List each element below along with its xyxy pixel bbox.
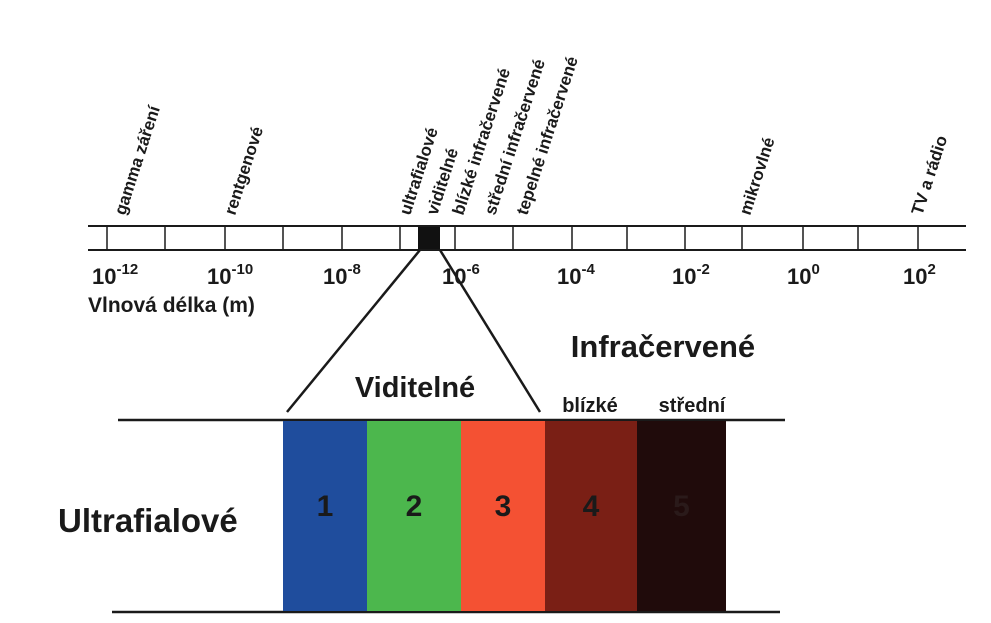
tick-base: 10 — [207, 264, 231, 289]
color-block — [637, 421, 726, 611]
tick-base: 10 — [92, 264, 116, 289]
tick-base: 10 — [672, 264, 696, 289]
tick-base: 10 — [787, 264, 811, 289]
zoom-line — [438, 249, 542, 413]
tick-label: 10-2 — [672, 261, 710, 289]
near-label: blízké — [562, 395, 618, 417]
tick-label: 10-8 — [323, 261, 361, 289]
tick-base: 10 — [557, 264, 581, 289]
band-label: mikrovlné — [736, 135, 779, 217]
color-block — [545, 421, 637, 611]
band-label: gamma záření — [111, 102, 165, 217]
tick-base: 10 — [903, 264, 927, 289]
zoom-line — [286, 249, 421, 413]
color-block — [461, 421, 545, 611]
tick-base: 10 — [442, 264, 466, 289]
tick-label: 10-6 — [442, 261, 480, 289]
visible-label: Viditelné — [355, 372, 475, 404]
band-labels: gamma záření rentgenové ultrafialovévidite… — [111, 54, 951, 217]
mid-label: střední — [659, 395, 727, 417]
tick-label: 102 — [903, 261, 936, 289]
tick-exponent: -8 — [347, 261, 360, 278]
color-blocks: 1 2 3 4 5 — [283, 421, 726, 611]
block-number: 5 — [673, 490, 690, 523]
tick-base: 10 — [323, 264, 347, 289]
tick-exponent: -10 — [231, 261, 253, 278]
ruler-dividers — [106, 226, 919, 250]
tick-label: 10-10 — [207, 261, 253, 289]
uv-label: Ultrafialové — [58, 502, 238, 539]
block-number: 2 — [406, 490, 423, 523]
tick-label: 100 — [787, 261, 820, 289]
tick-exponent: -2 — [696, 261, 709, 278]
tick-labels: 10-12 10-10 10-8 10-6 10-4 10-2 100 102 — [92, 261, 936, 289]
tick-exponent: -4 — [581, 261, 595, 278]
tick-label: 10-12 — [92, 261, 138, 289]
ruler — [88, 225, 966, 251]
visible-marker — [418, 227, 440, 249]
block-number: 4 — [583, 490, 600, 523]
tick-exponent: -6 — [466, 261, 479, 278]
infrared-label: Infračervené — [571, 329, 755, 364]
block-number: 1 — [317, 490, 334, 523]
block-number: 3 — [495, 490, 512, 523]
tick-exponent: -12 — [116, 261, 138, 278]
tick-exponent: 2 — [927, 261, 935, 278]
tick-exponent: 0 — [811, 261, 819, 278]
tick-label: 10-4 — [557, 261, 595, 289]
axis-label: Vlnová délka (m) — [88, 294, 255, 317]
color-block — [283, 421, 367, 611]
band-label: TV a rádio — [908, 133, 951, 217]
band-label: rentgenové — [221, 124, 267, 217]
color-block — [367, 421, 461, 611]
